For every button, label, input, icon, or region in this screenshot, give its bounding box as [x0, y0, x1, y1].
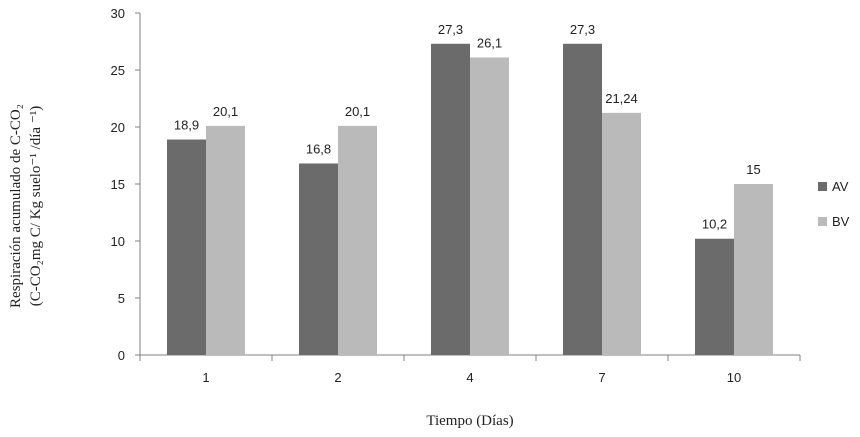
y-axis: 0 5 10 15 20 25 30 — [111, 6, 141, 363]
data-label: 16,8 — [306, 141, 331, 156]
y-tick-label: 25 — [111, 63, 125, 78]
bar-av — [563, 43, 602, 355]
data-label: 27,3 — [570, 22, 595, 37]
bar-av — [695, 238, 734, 355]
y-axis-title-line2: (C-CO₂mg C/ Kg suelo⁻¹ /día ⁻¹) — [28, 106, 44, 306]
data-labels: 18,9 20,1 16,8 20,1 27,3 26,1 27,3 21,24 10,2 15 — [174, 22, 761, 232]
bar-bv — [206, 125, 245, 355]
legend: AV BV — [818, 179, 850, 229]
y-tick-label: 0 — [118, 348, 125, 363]
y-tick-label: 20 — [111, 120, 125, 135]
data-label: 20,1 — [345, 104, 370, 119]
bars — [167, 43, 773, 356]
bar-av — [431, 43, 470, 355]
y-tick-label: 30 — [111, 6, 125, 21]
data-label: 21,24 — [605, 91, 638, 106]
bar-av — [299, 163, 338, 355]
bar-av — [167, 139, 206, 355]
data-label: 20,1 — [213, 104, 238, 119]
data-label: 26,1 — [477, 35, 502, 50]
data-label: 15 — [746, 162, 760, 177]
x-axis: 1 2 4 7 10 — [139, 354, 801, 385]
x-tick-label: 7 — [598, 370, 605, 385]
legend-label-bv: BV — [832, 214, 850, 229]
y-tick-label: 10 — [111, 234, 125, 249]
x-axis-title: Tiempo (Días) — [426, 413, 513, 429]
bar-bv — [734, 184, 773, 355]
x-tick-label: 2 — [334, 370, 341, 385]
y-axis-title: Respiración acumulado de C-CO₂ (C-CO₂mg … — [8, 104, 44, 308]
bar-bv — [470, 57, 509, 356]
x-tick-label: 10 — [727, 370, 741, 385]
legend-label-av: AV — [832, 179, 849, 194]
y-axis-title-line1: Respiración acumulado de C-CO₂ — [8, 104, 24, 308]
legend-swatch-av — [818, 182, 827, 191]
x-tick-label: 4 — [466, 370, 473, 385]
data-label: 10,2 — [702, 217, 727, 232]
data-label: 18,9 — [174, 118, 199, 133]
y-tick-label: 5 — [118, 291, 125, 306]
y-tick-label: 15 — [111, 177, 125, 192]
data-label: 27,3 — [438, 22, 463, 37]
bar-bv — [602, 112, 641, 355]
bar-bv — [338, 125, 377, 355]
legend-swatch-bv — [818, 217, 827, 226]
x-tick-label: 1 — [202, 370, 209, 385]
